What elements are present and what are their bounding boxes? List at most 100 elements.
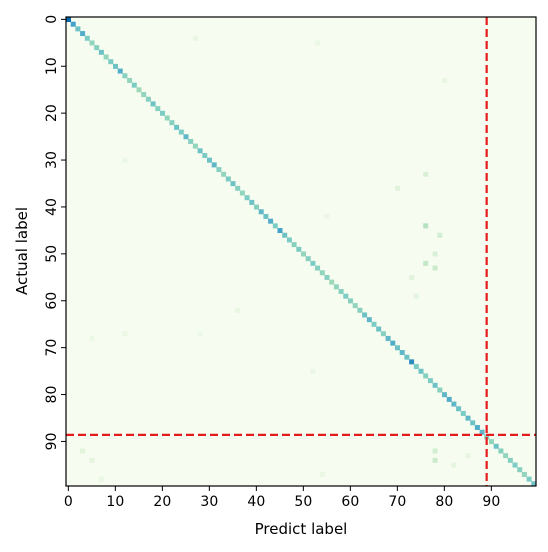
diagonal-cell [348, 298, 353, 304]
y-tick-label: 60 [44, 292, 60, 310]
heatmap-cell [324, 213, 330, 219]
diagonal-cell [272, 223, 278, 229]
y-tick-label: 0 [44, 15, 60, 24]
heatmap-cell [423, 171, 429, 177]
heatmap-cell [197, 331, 203, 337]
diagonal-cell [385, 335, 391, 341]
diagonal-cell [150, 101, 156, 107]
diagonal-cell [399, 349, 405, 355]
diagonal-cell [333, 284, 339, 290]
x-tick-label: 60 [341, 494, 359, 510]
diagonal-cell [221, 171, 227, 177]
y-tick-label: 10 [44, 57, 60, 75]
y-tick-label: 40 [44, 198, 60, 216]
diagonal-cell [521, 471, 527, 477]
diagonal-cell [66, 17, 71, 22]
diagonal-cell [437, 387, 443, 393]
diagonal-cell [493, 443, 499, 449]
diagonal-cell [390, 340, 396, 346]
diagonal-cell [141, 92, 147, 98]
heatmap-cell [89, 335, 95, 341]
diagonal-cell [131, 82, 137, 88]
heatmap-cell [437, 232, 443, 238]
diagonal-cell [418, 368, 424, 374]
diagonal-cell [155, 106, 161, 112]
heatmap-cell [80, 448, 86, 454]
diagonal-cell [404, 354, 410, 360]
diagonal-cell [211, 162, 217, 168]
diagonal-cell [479, 429, 485, 435]
diagonal-cell [376, 326, 382, 332]
diagonal-cell [202, 153, 208, 158]
diagonal-cell [460, 410, 466, 416]
diagonal-cell [89, 40, 95, 46]
heatmap-cell [122, 157, 128, 163]
y-tick-label: 70 [44, 339, 60, 357]
x-tick-label: 0 [64, 494, 73, 510]
diagonal-cell [282, 232, 288, 238]
diagonal-cell [263, 213, 269, 219]
y-axis-ticks: 0 10 20 30 40 50 60 70 80 90 [44, 15, 66, 450]
diagonal-cell [230, 181, 236, 187]
diagonal-cell [310, 260, 316, 266]
diagonal-cell [225, 176, 231, 182]
y-tick-label: 30 [44, 151, 60, 169]
heatmap-cell [423, 223, 429, 229]
diagonal-cell [239, 190, 245, 196]
diagonal-cell [192, 143, 198, 149]
diagonal-cell [244, 195, 250, 201]
diagonal-cell [324, 274, 330, 280]
diagonal-cell [136, 87, 142, 93]
diagonal-cell [465, 415, 471, 421]
diagonal-cell [413, 364, 419, 370]
diagonal-cell [188, 138, 194, 144]
diagonal-cell [178, 129, 184, 135]
diagonal-cell [451, 401, 457, 407]
heatmap-cell [432, 448, 438, 454]
diagonal-cell [489, 439, 494, 445]
heatmap-cell [319, 471, 325, 477]
heatmap-cell [442, 77, 447, 83]
diagonal-cell [164, 115, 170, 121]
diagonal-cell [70, 21, 76, 27]
heatmap-cell [432, 265, 438, 271]
heatmap-cell [409, 274, 415, 280]
diagonal-cell [371, 321, 377, 327]
diagonal-cell [315, 265, 321, 271]
diagonal-cell [249, 199, 255, 205]
x-axis-title: Predict label [255, 520, 348, 538]
x-tick-label: 70 [388, 494, 406, 510]
diagonal-cell [423, 373, 429, 379]
heatmap-cell [423, 260, 429, 266]
diagonal-cell [512, 462, 518, 468]
diagonal-cell [362, 312, 368, 318]
heatmap-cell [465, 453, 471, 459]
diagonal-cell [169, 120, 175, 126]
diagonal-cell [216, 167, 222, 173]
diagonal-cell [286, 237, 292, 243]
diagonal-cell [291, 242, 297, 248]
diagonal-cell [160, 110, 165, 116]
diagonal-cell [254, 204, 259, 210]
diagonal-cell [301, 251, 306, 257]
diagonal-cell [484, 434, 490, 440]
heatmap-cell [315, 40, 321, 46]
diagonal-cell [507, 457, 513, 463]
diagonal-cell [277, 228, 283, 234]
diagonal-cell [432, 382, 438, 388]
diagonal-cell [117, 68, 123, 74]
diagonal-cell [470, 420, 476, 426]
diagonal-cell [395, 345, 400, 351]
heatmap-cell [235, 307, 241, 313]
diagonal-cell [108, 59, 114, 65]
diagonal-cell [305, 256, 311, 262]
y-tick-label: 80 [44, 386, 60, 404]
diagonal-cell [75, 26, 81, 32]
diagonal-cell [319, 270, 325, 276]
diagonal-cell [80, 31, 86, 37]
diagonal-cell [343, 293, 349, 299]
diagonal-cell [197, 148, 203, 154]
diagonal-cell [268, 218, 274, 224]
diagonal-cell [338, 289, 344, 295]
diagonal-cell [503, 453, 509, 459]
